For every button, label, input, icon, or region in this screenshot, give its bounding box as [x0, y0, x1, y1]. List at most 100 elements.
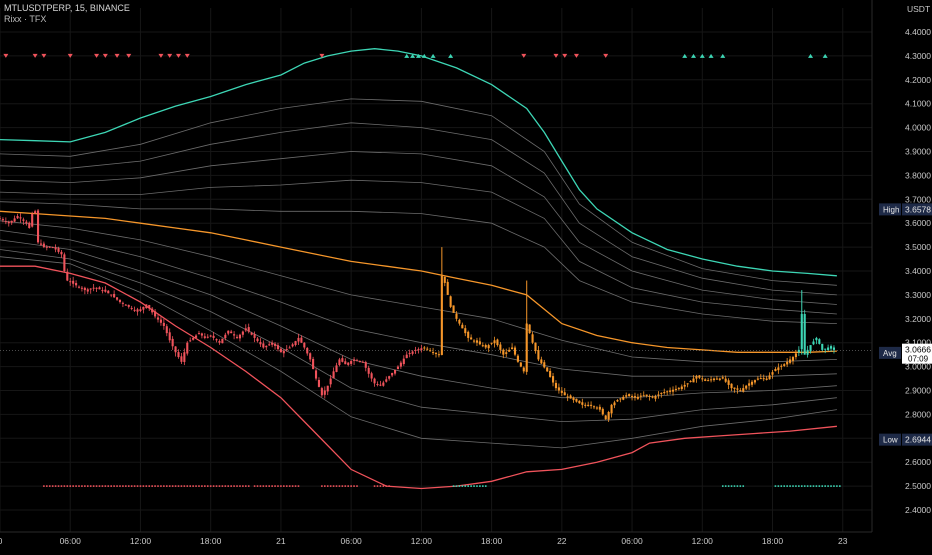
red-dot — [122, 485, 124, 487]
teal-dot — [733, 485, 736, 487]
candle-body — [578, 400, 581, 404]
sell-marker — [67, 53, 73, 58]
price-label-value: 2.6944 — [905, 435, 931, 445]
candle-body — [209, 335, 212, 337]
x-tick-label: 0 — [0, 536, 3, 546]
candle-body — [31, 213, 34, 227]
sell-marker — [3, 53, 9, 58]
red-dot — [206, 485, 209, 487]
candle-body — [437, 354, 440, 356]
red-dot — [95, 485, 98, 487]
candle-body — [768, 375, 771, 380]
teal-dot — [792, 485, 794, 487]
candle-body — [148, 305, 151, 309]
last-price-box — [902, 343, 932, 364]
candle-body — [379, 384, 382, 386]
red-dot — [256, 485, 259, 487]
candle-body — [367, 367, 370, 374]
candle-body — [4, 221, 7, 223]
candle-body — [382, 382, 385, 386]
red-dot — [46, 485, 48, 487]
candle-body — [75, 283, 78, 286]
mid-band — [0, 210, 837, 353]
teal-dot — [780, 485, 783, 487]
candle-body — [499, 344, 502, 350]
price-label-name-bg — [879, 433, 901, 446]
candle-body — [45, 246, 48, 248]
sell-marker — [114, 53, 120, 58]
buy-marker — [708, 53, 714, 58]
candle-body — [633, 396, 637, 398]
candle-body — [727, 380, 730, 385]
candle-body — [309, 353, 312, 360]
candle-body — [677, 388, 680, 390]
y-tick-label: 3.7000 — [905, 194, 931, 204]
y-tick-label: 2.9000 — [905, 386, 931, 396]
candle-body — [584, 404, 587, 406]
red-dot — [215, 485, 218, 487]
candle-body — [712, 378, 716, 381]
x-tick-label: 06:00 — [621, 536, 643, 546]
red-dot — [86, 485, 89, 487]
candle-body — [660, 392, 663, 394]
candle-body — [505, 352, 508, 354]
candle-body — [680, 386, 683, 390]
teal-dot — [455, 485, 458, 487]
candle-body — [481, 345, 484, 347]
red-dot — [341, 485, 344, 487]
red-dot — [101, 485, 104, 487]
teal-dot — [809, 485, 812, 487]
candle-body — [86, 289, 89, 292]
candle-body — [282, 350, 285, 354]
red-dot — [75, 485, 77, 487]
teal-dot — [821, 485, 824, 487]
red-dot — [385, 485, 388, 487]
red-dot — [171, 485, 174, 487]
candle-body — [730, 383, 733, 389]
candle-body — [393, 369, 397, 374]
candle-body — [689, 380, 692, 382]
candle-body — [291, 344, 294, 347]
candle-body — [666, 391, 669, 393]
teal-dot — [833, 485, 835, 487]
candle-body — [42, 243, 45, 248]
red-dot — [239, 485, 241, 487]
candle-body — [320, 388, 323, 396]
candle-body — [154, 311, 157, 317]
red-dot — [244, 485, 247, 487]
candle-body — [95, 287, 98, 289]
candle-body — [619, 398, 622, 400]
candle-body — [171, 338, 174, 347]
teal-dot — [464, 485, 467, 487]
candle-body — [607, 412, 610, 420]
teal-dot — [470, 485, 472, 487]
candle-body — [519, 362, 522, 367]
candle-body — [200, 333, 203, 336]
candle-body — [118, 299, 122, 303]
candle-body — [467, 331, 470, 338]
candle-body — [777, 367, 780, 371]
teal-dot — [803, 485, 806, 487]
y-tick-label: 2.6000 — [905, 457, 931, 467]
red-dot — [174, 485, 177, 487]
sell-marker — [41, 53, 47, 58]
y-tick-label: 4.3000 — [905, 51, 931, 61]
candle-body — [110, 294, 113, 296]
candle-body — [274, 343, 277, 346]
candle-body — [253, 334, 256, 338]
sell-marker — [175, 53, 181, 58]
candle-body — [36, 210, 40, 243]
candle-body — [39, 243, 43, 245]
candle-body — [508, 349, 511, 352]
candle-body — [195, 335, 198, 338]
red-dot — [107, 485, 110, 487]
red-dot — [139, 485, 142, 487]
inner-upper-band — [0, 201, 837, 324]
red-dot — [283, 485, 285, 487]
teal-dot — [484, 485, 487, 487]
candle-body — [733, 387, 736, 389]
y-tick-label: 3.1000 — [905, 338, 931, 348]
